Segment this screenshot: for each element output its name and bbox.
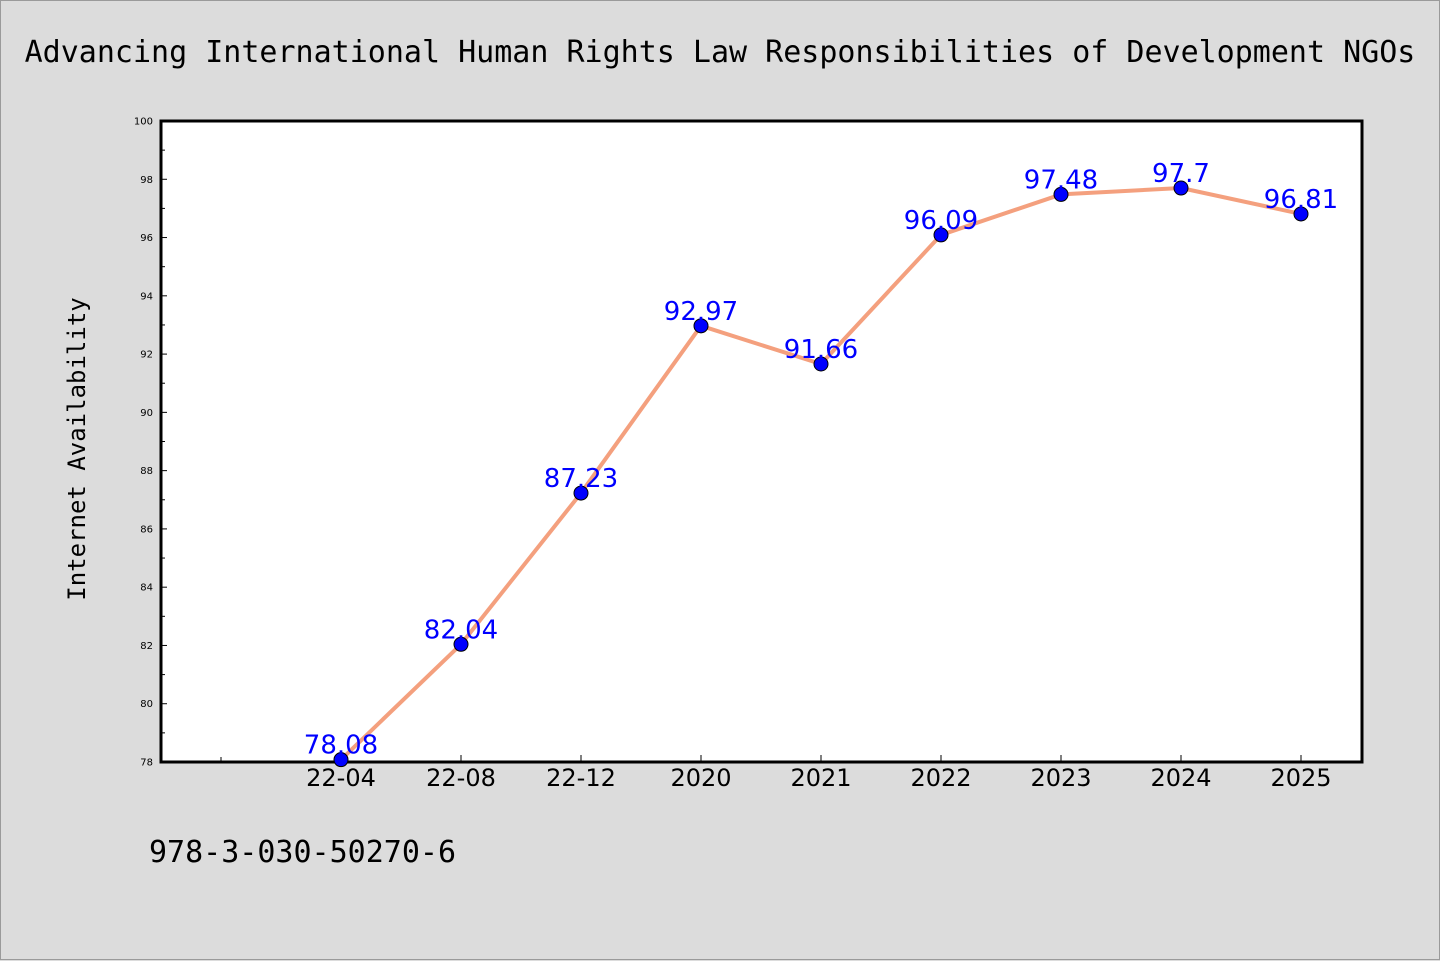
- data-label: 97.48: [1024, 165, 1098, 195]
- chart-title: Advancing International Human Rights Law…: [24, 35, 1416, 70]
- y-tick-label: 98: [140, 175, 153, 186]
- data-label: 78.08: [304, 731, 378, 761]
- x-tick-label: 2024: [1150, 764, 1211, 792]
- marker-group: [333, 180, 1309, 768]
- y-tick-label: 88: [140, 466, 153, 477]
- x-axis: 22-04 22-08 22-12 2020 2021 2022 2023 2024 2025: [220, 755, 1332, 792]
- data-label: 91.66: [784, 335, 858, 365]
- data-label: 96.09: [904, 206, 978, 236]
- y-tick-label: 78: [140, 758, 153, 769]
- data-point: [1173, 180, 1189, 196]
- y-tick-label: 80: [140, 699, 153, 710]
- data-label: 82.04: [424, 615, 498, 645]
- data-point: [1053, 186, 1069, 202]
- x-tick-label: 2025: [1270, 764, 1331, 792]
- y-tick-label: 86: [140, 524, 153, 535]
- y-tick-label: 94: [140, 291, 153, 302]
- data-label-group: 78.08 82.04 87.23 92.97 91.66 96.09 97.48 97.7 9…: [304, 159, 1338, 761]
- x-tick-label: 2023: [1030, 764, 1091, 792]
- isbn-footnote: 978-3-030-50270-6: [149, 835, 457, 870]
- plot-area: [159, 119, 1364, 764]
- data-label: 96.81: [1264, 185, 1338, 215]
- data-point: [813, 356, 829, 372]
- x-tick-label: 2020: [670, 764, 731, 792]
- y-axis: 78 80 82 84 86 88 90 92 94 96 98 100: [134, 117, 167, 769]
- y-tick-label: 92: [140, 350, 153, 361]
- data-label: 92.97: [664, 297, 738, 327]
- x-tick-label: 22-12: [546, 764, 616, 792]
- x-tick-label: 22-04: [306, 764, 376, 792]
- y-tick-label: 90: [140, 408, 153, 419]
- data-point: [573, 485, 589, 501]
- x-tick-label: 22-08: [426, 764, 496, 792]
- data-label: 87.23: [544, 464, 618, 494]
- x-tick-label: 2022: [910, 764, 971, 792]
- y-tick-label: 96: [140, 233, 153, 244]
- data-point: [333, 752, 349, 768]
- x-tick-label: 2021: [790, 764, 851, 792]
- y-tick-label: 84: [140, 583, 153, 594]
- data-point: [453, 636, 469, 652]
- y-tick-label: 82: [140, 641, 153, 652]
- data-point: [933, 227, 949, 243]
- data-label: 97.7: [1152, 159, 1210, 189]
- y-tick-label: 100: [134, 117, 153, 128]
- data-point: [1293, 206, 1309, 222]
- data-point: [693, 318, 709, 334]
